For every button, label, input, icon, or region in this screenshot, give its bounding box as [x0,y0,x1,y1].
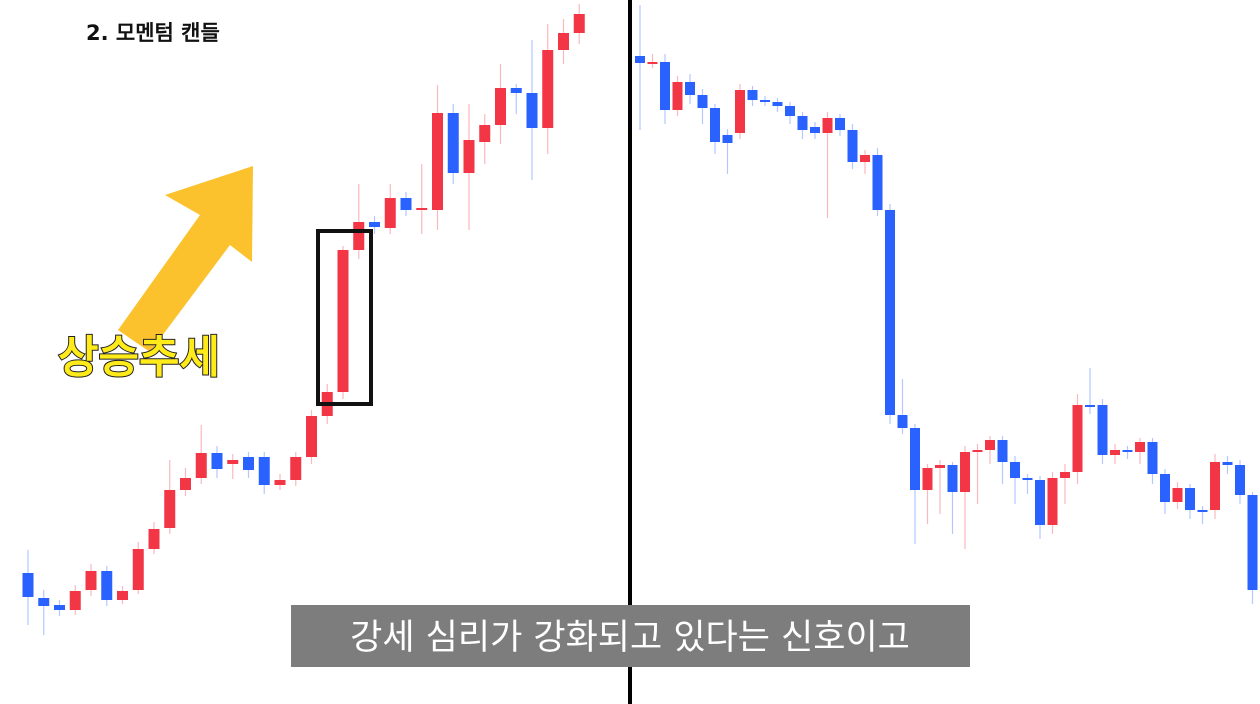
candle-body [860,155,870,162]
candle-body [672,82,683,110]
trend-arrow [118,166,253,352]
candle-body [274,480,286,485]
candle-body [463,140,475,173]
candle-body [22,573,34,597]
candle-body [353,222,365,250]
caption-box [291,605,970,667]
candle-body [416,208,428,210]
candle-body [337,250,349,392]
candle-body [369,222,380,227]
candle-body [1160,474,1170,502]
candle-body [1147,442,1158,474]
candle-body [306,416,317,457]
candles [22,4,1258,635]
candle-body [432,113,443,210]
highlight-box [316,229,373,406]
candle-body [660,62,670,110]
candle-body [697,95,708,108]
title: 2. 모멘텀 캔들 [86,21,220,45]
candle-body [447,113,459,173]
candle-body [101,571,113,600]
candle-body [760,100,770,102]
candle-body [227,460,239,464]
candle-body [772,102,783,106]
candle-body [558,33,569,50]
candle-body [985,440,995,450]
candle-body [1135,442,1145,452]
candle-body [258,457,270,485]
candle-body [785,106,795,116]
candle-body [573,14,585,33]
candle-body [710,108,720,142]
candle-body [1222,462,1233,465]
candle-body [1197,510,1208,512]
candle-body [211,453,223,469]
candle-body [947,465,958,492]
candle-body [1185,488,1195,510]
candle-body [1047,478,1058,525]
candle-body [1060,472,1070,478]
candle-body [1022,478,1033,480]
candle-body [997,440,1008,462]
candle-body [685,82,695,95]
candle-body [117,591,128,600]
candle-body [1010,462,1020,478]
candle-body [822,118,833,133]
candle-body [1072,405,1083,472]
candle-body [972,450,983,452]
candle-body [243,457,254,470]
candle-body [400,198,412,210]
candle-body [1210,462,1220,510]
candle-body [1097,405,1108,455]
candle-body [847,130,858,162]
candle-body [922,468,933,490]
candle-body [1247,495,1258,590]
candle-body [384,198,396,228]
candle-body [38,598,50,606]
candle-body [180,478,191,490]
candle-body [810,127,820,133]
candle-body [164,490,176,528]
candle-body [722,135,733,143]
candle-body [195,453,207,478]
candle-body [935,465,945,468]
candle-body [542,50,554,128]
candle-body [747,90,758,100]
candle-body [510,88,522,93]
candle-body [960,452,970,492]
candle-body [526,93,538,128]
candle-body [54,605,65,610]
candle-body [148,529,160,549]
candle-body [635,56,645,63]
candle-body [1035,480,1045,525]
candle-body [735,90,745,133]
candle-body [835,118,845,130]
candle-body [290,457,302,480]
candle-body [495,88,506,125]
candle-body [897,415,908,428]
candle-body [479,125,491,142]
candle-body [1172,488,1183,502]
candle-body [647,62,658,64]
candle-body [69,591,81,610]
candle-body [1085,405,1095,407]
candle-body [1122,450,1133,452]
candle-body [872,155,883,210]
candle-body [1235,465,1245,495]
candle-body [885,210,895,415]
candle-body [1110,450,1120,455]
candle-body [910,428,920,490]
caption: 강세 심리가 강화되고 있다는 신호이고 [350,618,910,658]
candle-body [797,116,808,130]
annotation: 상승추세 [58,332,220,383]
candle-body [132,549,144,590]
candle-body [85,571,97,590]
